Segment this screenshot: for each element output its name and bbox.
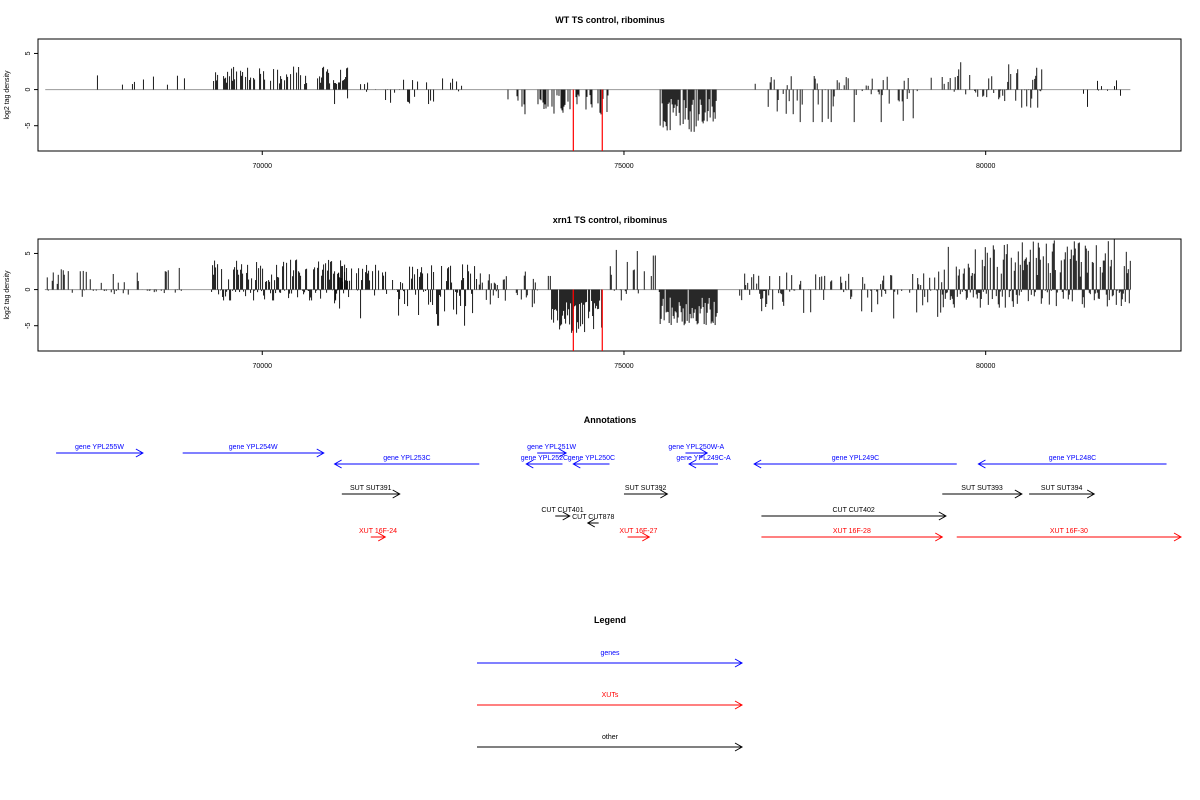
- wt-signal-bars: [45, 62, 1131, 151]
- xrn1-plot-frame: [37, 238, 1182, 352]
- arrow-head: [333, 459, 342, 469]
- xrn1-x-axis: 70000 75000 80000: [253, 351, 996, 370]
- legend: Legend genes XUTs other: [477, 615, 744, 752]
- arrow-head: [938, 511, 947, 521]
- annotations-title: Annotations: [584, 415, 637, 425]
- y-tick-label: -5: [25, 122, 32, 128]
- arrow-head: [1173, 532, 1183, 542]
- y-tick-label: 0: [25, 288, 32, 292]
- arrow-head: [699, 448, 709, 458]
- y-tick-label: 0: [25, 88, 32, 92]
- wt-x-axis: 70000 75000 80000: [253, 151, 996, 170]
- feature-label: gene YPL250W-A: [668, 444, 724, 451]
- feature-label: SUT SUT392: [625, 485, 667, 492]
- x-tick-label: 70000: [253, 163, 273, 170]
- wt-panel-title: WT TS control, ribominus: [555, 15, 665, 25]
- arrow-head: [1014, 489, 1023, 499]
- wt-panel: WT TS control, ribominus log2 tag densit…: [4, 15, 1182, 170]
- feature-label: SUT SUT393: [961, 485, 1003, 492]
- arrow-head: [135, 448, 144, 458]
- feature-label: SUT SUT394: [1041, 485, 1083, 492]
- feature-label: gene YPL250C: [568, 455, 615, 462]
- x-tick-label: 80000: [976, 363, 996, 370]
- arrow-head: [562, 511, 571, 521]
- annotations-track: Annotations gene YPL255W gene YPL254Wgene…: [56, 415, 1183, 542]
- xrn1-panel-title: xrn1 TS control, ribominus: [553, 215, 668, 225]
- feature-label: gene YPL249C: [832, 455, 879, 462]
- y-tick-label: -5: [25, 322, 32, 328]
- feature-label: CUT CUT401: [541, 507, 583, 514]
- xrn1-ylabel: log2 tag density: [4, 270, 11, 320]
- legend-label: other: [602, 734, 619, 741]
- feature-arrows: gene YPL255W gene YPL254W gene YPL253C gene…: [56, 444, 1183, 542]
- arrow-head: [572, 459, 581, 469]
- xrn1-signal-bars: [44, 239, 1131, 351]
- arrow-head: [734, 700, 744, 710]
- feature-label: gene YPL254W: [229, 444, 278, 451]
- legend-title: Legend: [594, 615, 626, 625]
- arrow-head: [586, 518, 596, 528]
- x-tick-label: 70000: [253, 363, 273, 370]
- feature-label: XUT 16F-24: [359, 528, 397, 535]
- arrow-head: [558, 448, 568, 458]
- arrow-head: [1086, 489, 1096, 499]
- wt-y-axis: -5 0 5: [25, 51, 38, 129]
- y-tick-label: 5: [25, 51, 32, 55]
- feature-label: gene YPL252C: [521, 455, 568, 462]
- feature-label: gene YPL253C: [383, 455, 430, 462]
- feature-label: XUT 16F-30: [1050, 528, 1088, 535]
- x-tick-label: 75000: [614, 363, 634, 370]
- arrow-head: [977, 459, 986, 469]
- arrow-head: [688, 459, 697, 469]
- arrow-head: [525, 459, 534, 469]
- wt-ylabel: log2 tag density: [4, 70, 11, 120]
- feature-label: XUT 16F-28: [833, 528, 871, 535]
- arrow-head: [935, 532, 944, 542]
- y-tick-label: 5: [25, 251, 32, 255]
- legend-label: genes: [600, 650, 620, 657]
- feature-label: XUT 16F-27: [619, 528, 657, 535]
- arrow-head: [734, 742, 744, 752]
- feature-label: gene YPL249C-A: [676, 455, 731, 462]
- arrow-head: [392, 489, 401, 499]
- xrn1-y-axis: -5 0 5: [25, 251, 38, 329]
- feature-label: gene YPL251W: [527, 444, 576, 451]
- feature-label: SUT SUT391: [350, 485, 392, 492]
- arrow-head: [642, 532, 651, 542]
- wt-plot-frame: [37, 38, 1182, 152]
- x-tick-label: 80000: [976, 163, 996, 170]
- feature-label: CUT CUT402: [833, 507, 875, 514]
- arrow-head: [753, 459, 762, 469]
- arrow-head: [734, 658, 744, 668]
- legend-items: genes XUTs other: [477, 650, 744, 752]
- arrow-head: [660, 489, 669, 499]
- legend-label: XUTs: [602, 692, 619, 699]
- arrow-head: [316, 448, 325, 458]
- xrn1-panel: xrn1 TS control, ribominus log2 tag dens…: [4, 215, 1182, 370]
- arrow-head: [377, 532, 387, 542]
- feature-label: gene YPL248C: [1049, 455, 1096, 462]
- x-tick-label: 75000: [614, 163, 634, 170]
- feature-label: CUT CUT878: [572, 514, 614, 521]
- feature-label: gene YPL255W: [75, 444, 124, 451]
